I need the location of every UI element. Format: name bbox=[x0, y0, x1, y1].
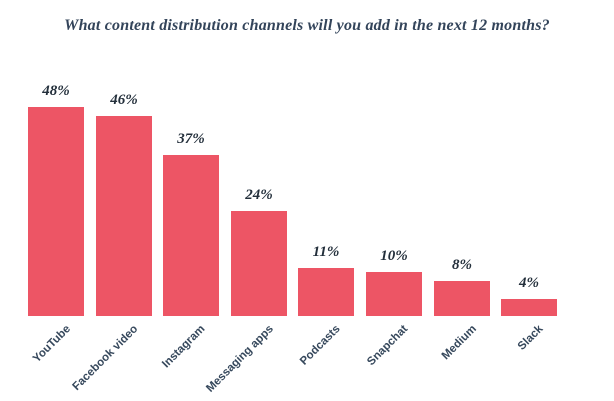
bar-value-label: 48% bbox=[42, 83, 70, 99]
bar bbox=[96, 116, 152, 316]
x-tick-label: Snapchat bbox=[365, 323, 411, 369]
bar-value-label: 4% bbox=[519, 275, 539, 291]
x-tick-label: YouTube bbox=[30, 323, 73, 366]
bar-value-label: 10% bbox=[380, 248, 408, 264]
bar-value-label: 11% bbox=[312, 244, 340, 260]
bar bbox=[163, 155, 219, 316]
bar bbox=[231, 211, 287, 316]
bar-value-label: 8% bbox=[452, 257, 472, 273]
bar-value-label: 24% bbox=[245, 187, 273, 203]
x-tick-label: Instagram bbox=[160, 323, 208, 371]
x-tick-label: Slack bbox=[515, 323, 546, 353]
x-tick-label: Messaging apps bbox=[203, 323, 276, 395]
x-tick-label: Facebook video bbox=[70, 323, 141, 393]
bar bbox=[28, 107, 84, 316]
x-tick-label: Medium bbox=[439, 323, 479, 363]
chart-title: What content distribution channels will … bbox=[64, 17, 550, 34]
bar-value-label: 46% bbox=[110, 92, 138, 108]
bar bbox=[501, 299, 557, 316]
bar bbox=[298, 268, 354, 316]
x-tick-label: Podcasts bbox=[297, 323, 343, 368]
bar-value-label: 37% bbox=[177, 131, 205, 147]
bar bbox=[434, 281, 490, 316]
bar bbox=[366, 272, 422, 316]
